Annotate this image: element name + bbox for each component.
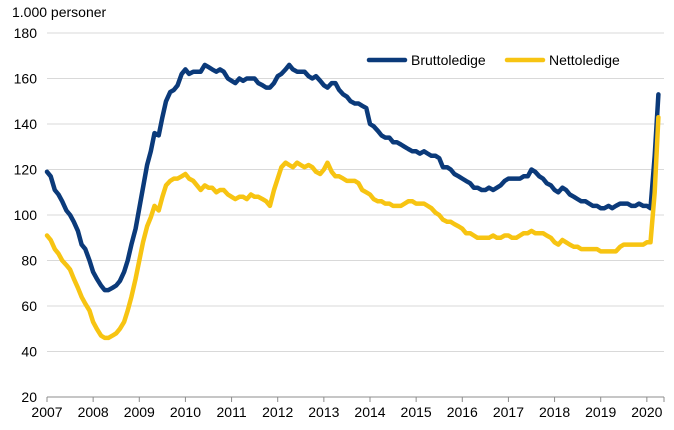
y-tick-label: 160	[14, 71, 38, 87]
y-axis-tick-labels: 20 40 60 80 100 120 140 160 180	[14, 25, 38, 405]
y-axis-unit-label: 1.000 personer	[12, 4, 107, 20]
x-tick-label: 2010	[170, 404, 201, 420]
x-tick-label: 2009	[124, 404, 155, 420]
x-axis: 2007 2008 2009 2010 2011 2012 2013 2014 2015 2016…	[31, 396, 665, 420]
x-tick-label: 2012	[262, 404, 293, 420]
series-line-nettoledige	[44, 114, 661, 341]
x-tick-label: 2015	[401, 404, 432, 420]
x-tick-label: 2018	[539, 404, 570, 420]
y-tick-label: 180	[14, 25, 38, 41]
y-tick-label: 40	[21, 344, 37, 360]
series-line-bruttoledige	[44, 62, 661, 293]
series-lines	[44, 62, 661, 341]
y-tick-label: 60	[21, 298, 37, 314]
legend-label-nettoledige: Nettoledige	[549, 52, 620, 68]
x-tick-label: 2017	[493, 404, 524, 420]
y-tick-label: 100	[14, 207, 38, 223]
x-tick-label: 2019	[585, 404, 616, 420]
y-tick-label: 140	[14, 116, 38, 132]
x-tick-label: 2011	[217, 404, 247, 420]
y-tick-label: 80	[21, 253, 37, 269]
x-tick-label: 2007	[31, 404, 62, 420]
x-tick-label: 2013	[308, 404, 339, 420]
horizontal-gridlines	[47, 32, 664, 352]
legend-label-bruttoledige: Bruttoledige	[411, 52, 486, 68]
x-tick-label: 2008	[78, 404, 109, 420]
y-tick-label: 120	[14, 162, 38, 178]
legend: Bruttoledige Nettoledige	[366, 52, 620, 68]
x-tick-label: 2020	[631, 404, 662, 420]
x-tick-label: 2014	[354, 404, 385, 420]
x-tick-label: 2016	[447, 404, 478, 420]
y-tick-label: 20	[21, 389, 37, 405]
